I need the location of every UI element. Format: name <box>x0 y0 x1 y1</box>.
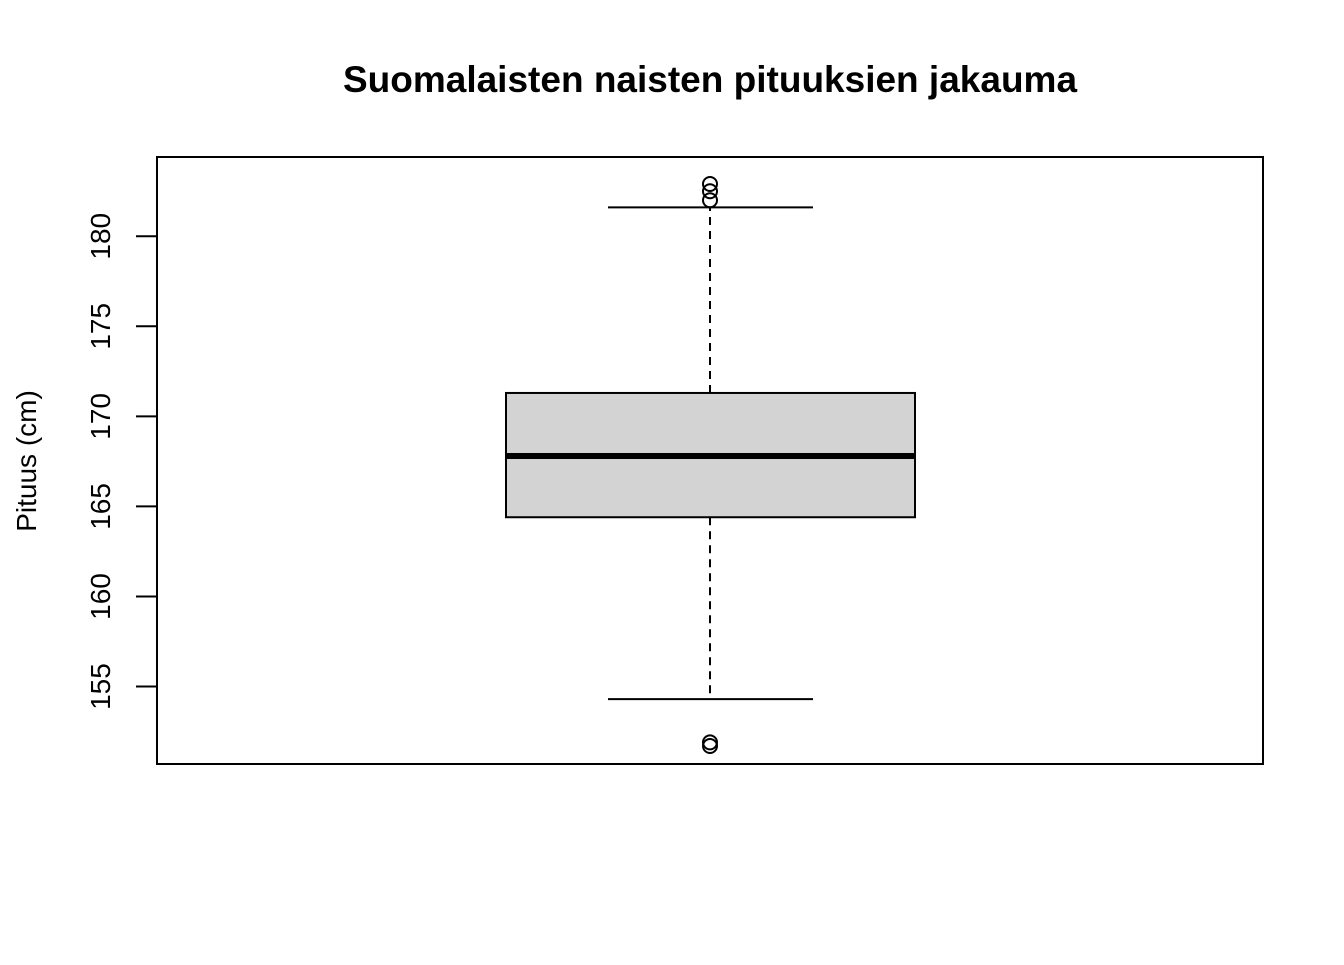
outlier-point <box>702 192 718 209</box>
outlier-point <box>702 737 718 754</box>
y-axis: 155 160 165 170 175 180 <box>85 213 158 710</box>
box-group <box>505 176 916 754</box>
outlier-point <box>702 183 718 200</box>
y-tick-label: 170 <box>85 393 116 440</box>
chart-title: Suomalaisten naisten pituuksien jakauma <box>343 59 1077 100</box>
y-tick-label: 160 <box>85 573 116 620</box>
y-tick-label: 155 <box>85 663 116 710</box>
y-tick-label: 165 <box>85 483 116 530</box>
y-tick-label: 175 <box>85 303 116 350</box>
y-tick-label: 180 <box>85 213 116 260</box>
y-axis-label: Pituus (cm) <box>11 390 42 532</box>
outlier-point <box>702 176 718 193</box>
